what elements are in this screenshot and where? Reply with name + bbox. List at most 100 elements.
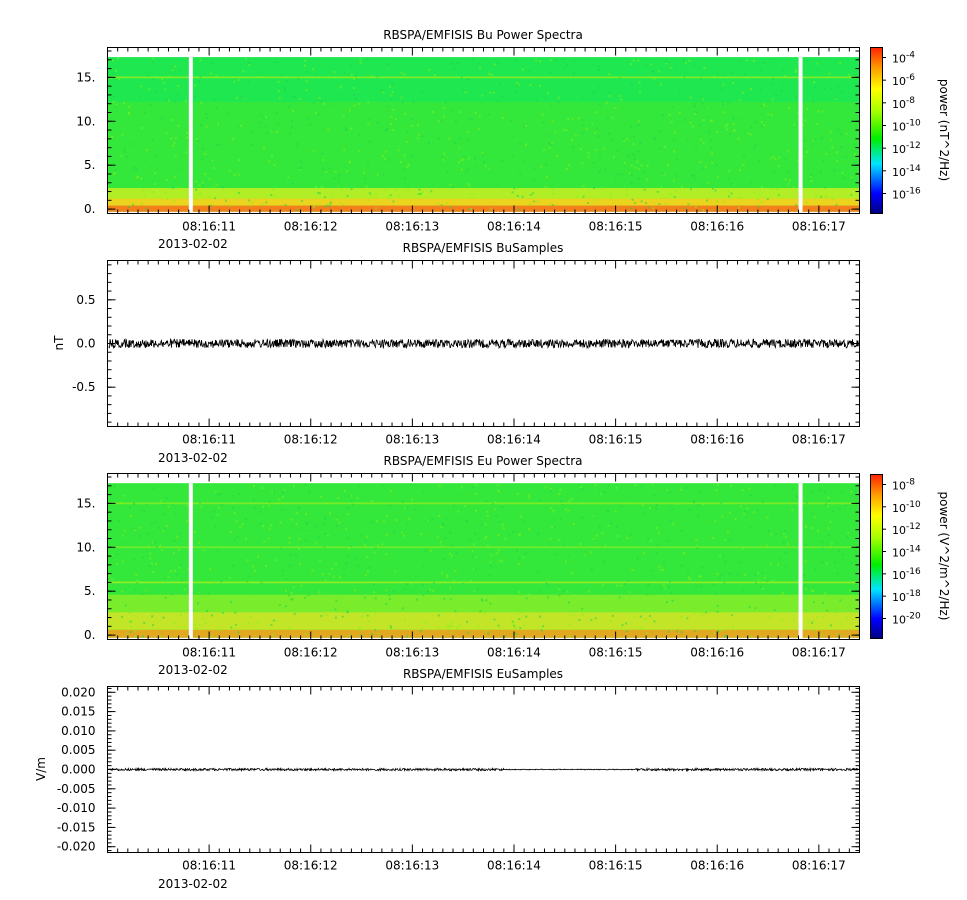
spectrogram-speckle [342,115,345,118]
spectrogram-speckle [385,553,388,556]
spectrogram-speckle [195,188,198,191]
spectrogram-speckle [459,111,462,114]
spectrogram-speckle [300,584,303,587]
spectrogram-speckle [571,117,574,120]
spectrogram-speckle [722,554,725,557]
spectrogram-speckle [668,491,671,494]
spectrogram-speckle [675,189,678,192]
spectrogram-speckle [273,194,276,197]
spectrogram-speckle [693,104,696,107]
spectrogram-speckle [361,629,364,632]
spectrogram-speckle [592,537,595,540]
spectrogram-speckle [630,164,633,167]
spectrogram-speckle [655,552,658,555]
spectrogram-speckle [620,584,623,587]
spectrogram-speckle [234,623,237,626]
spectrogram-speckle [825,195,828,198]
spectrogram-speckle [140,177,143,180]
spectrogram-speckle [338,174,341,177]
spectrogram-speckle [359,58,362,61]
spectrogram-speckle [680,185,683,188]
spectrogram-speckle [534,550,537,553]
spectrogram-speckle [149,104,152,107]
spectrogram-speckle [722,629,725,632]
spectrogram-speckle [450,544,453,547]
spectrogram-speckle [442,115,445,118]
spectrogram-speckle [448,552,451,555]
spectrogram-speckle [473,567,476,570]
spectrogram-speckle [527,593,530,596]
spectrogram-speckle [248,199,251,202]
spectrogram-speckle [631,152,634,155]
spectrogram-speckle [841,91,844,94]
spectrogram-speckle [721,104,724,107]
spectrogram-speckle [273,164,276,167]
spectrogram-speckle [836,572,839,575]
spectrogram-speckle [543,149,546,152]
spectrogram-speckle [220,580,223,583]
spectrogram-speckle [241,523,244,526]
spectrogram-speckle [694,206,697,209]
x-tick-label: 08:16:12 [284,433,338,447]
spectrogram-speckle [766,580,769,583]
spectrogram-speckle [222,611,225,614]
spectrogram-speckle [673,131,676,134]
spectrogram-speckle [486,514,489,517]
spectrogram-speckle [684,119,687,122]
spectrogram-speckle [608,94,611,97]
spectrogram-speckle [760,201,763,204]
spectrogram-speckle [721,101,724,104]
spectrogram-speckle [577,117,580,120]
spectrogram-speckle [723,635,726,638]
spectrogram-speckle [124,150,127,153]
spectrogram-speckle [384,129,387,132]
spectrogram-speckle [721,88,724,91]
spectrogram-speckle [587,201,590,204]
spectrogram-speckle [819,489,822,492]
spectrogram-speckle [290,553,293,556]
spectrogram-speckle [721,515,724,518]
spectrogram-speckle [343,490,346,493]
spectrogram-speckle [757,509,760,512]
spectrogram-speckle [577,497,580,500]
spectrogram-speckle [249,580,252,583]
x-tick-label: 08:16:14 [487,433,541,447]
spectrogram-speckle [239,526,242,529]
spectrogram-speckle [771,580,774,583]
spectrogram-speckle [478,115,481,118]
spectrogram-speckle [433,581,436,584]
spectrogram-speckle [701,102,704,105]
spectrogram-speckle [129,631,132,634]
spectrogram-speckle [784,75,787,78]
colorbar-tick-label: 10-16 [892,567,921,582]
spectrogram-speckle [535,99,538,102]
spectrogram-speckle [763,577,766,580]
spectrogram-speckle [315,542,318,545]
spectrogram-speckle [698,491,701,494]
spectrogram-speckle [348,109,351,112]
spectrogram-speckle [350,545,353,548]
spectrogram-speckle [412,101,415,104]
spectrogram-speckle [812,581,815,584]
spectrogram-speckle [589,123,592,126]
spectrogram-speckle [144,589,147,592]
spectrogram-speckle [715,592,718,595]
spectrogram-speckle [238,492,241,495]
spectrogram-speckle [200,101,203,104]
spectrogram-speckle [215,144,218,147]
spectrogram-speckle [142,510,145,513]
spectrogram-speckle [467,631,470,634]
spectrogram-speckle [607,484,610,487]
spectrogram-speckle [320,495,323,498]
spectrogram-speckle [378,600,381,603]
spectrogram-speckle [381,89,384,92]
spectrogram-band [108,546,859,549]
spectrogram-speckle [682,59,685,62]
spectrogram-speckle [639,615,642,618]
spectrogram-speckle [550,104,553,107]
spectrogram-speckle [171,69,174,72]
spectrogram-speckle [144,111,147,114]
spectrogram-speckle [811,139,814,142]
spectrogram-speckle [805,587,808,590]
